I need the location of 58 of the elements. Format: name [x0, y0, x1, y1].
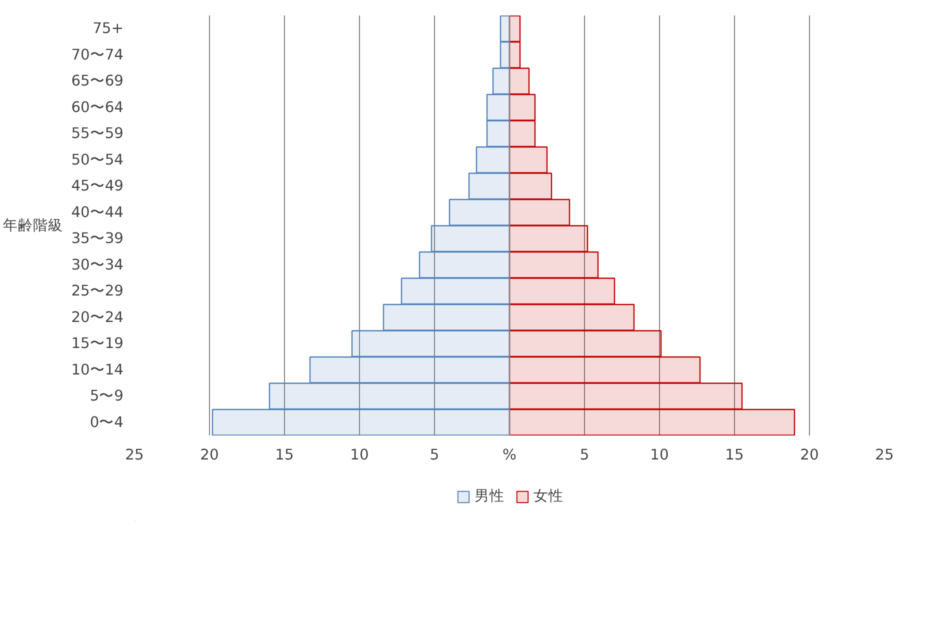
bar — [486, 120, 510, 148]
x-tick-label: 25 — [875, 446, 894, 464]
y-tick-label: 0〜4 — [90, 414, 124, 431]
bar — [309, 356, 510, 384]
bar — [508, 68, 530, 95]
x-tick-label: % — [502, 446, 517, 464]
y-tick-label: 25〜29 — [71, 282, 124, 300]
y-tick-label: 15〜19 — [71, 335, 124, 352]
legend-label: 男性 — [474, 486, 504, 506]
bar — [351, 330, 510, 358]
x-tick-label: 20 — [800, 446, 819, 464]
x-tick-label: 10 — [650, 446, 669, 464]
y-tick-label: 45〜49 — [71, 178, 124, 195]
x-tick-label: 25 — [125, 446, 144, 464]
x-tick-label: 5 — [580, 446, 590, 464]
legend-label: 女性 — [534, 486, 564, 506]
bar — [508, 382, 743, 410]
x-tick-label: 5 — [430, 446, 440, 464]
bar — [508, 94, 536, 121]
bar — [382, 304, 510, 331]
y-tick-label: 55〜59 — [71, 125, 124, 142]
x-tick-label: 20 — [200, 446, 219, 464]
bar — [508, 120, 536, 148]
bar — [212, 408, 510, 436]
bar — [508, 356, 701, 384]
x-tick-label: 15 — [275, 446, 294, 464]
y-tick-label: 65〜69 — [71, 72, 124, 90]
y-tick-label: 60〜64 — [71, 98, 124, 116]
y-tick-label: 35〜39 — [71, 230, 124, 248]
bar — [486, 94, 510, 121]
y-tick-label: 20〜24 — [71, 308, 124, 326]
bar — [508, 172, 552, 200]
y-tick-label: 30〜34 — [71, 256, 124, 274]
bar — [508, 408, 796, 436]
y-tick-label: 70〜74 — [71, 46, 124, 64]
bar — [508, 278, 616, 305]
y-tick-label: 50〜54 — [71, 151, 124, 168]
bar — [508, 251, 599, 278]
bar — [508, 330, 662, 358]
y-tick-label: 40〜44 — [71, 204, 124, 221]
x-tick-label: 10 — [350, 446, 369, 464]
bar — [448, 198, 510, 226]
y-tick-label: 10〜14 — [71, 361, 124, 378]
bar — [400, 278, 510, 305]
bar — [418, 251, 510, 278]
bar — [508, 198, 570, 226]
x-tick-label: 15 — [725, 446, 744, 464]
bar — [430, 225, 510, 252]
bar — [508, 304, 635, 331]
y-tick-label: 75+ — [92, 20, 124, 38]
bar — [468, 172, 510, 200]
bar — [268, 382, 510, 410]
bar — [476, 146, 510, 174]
bar — [508, 146, 548, 174]
y-axis-title: 年齢階級 — [3, 217, 64, 234]
bar — [508, 225, 588, 252]
bar — [492, 68, 510, 95]
y-tick-label: 5〜9 — [90, 388, 124, 405]
